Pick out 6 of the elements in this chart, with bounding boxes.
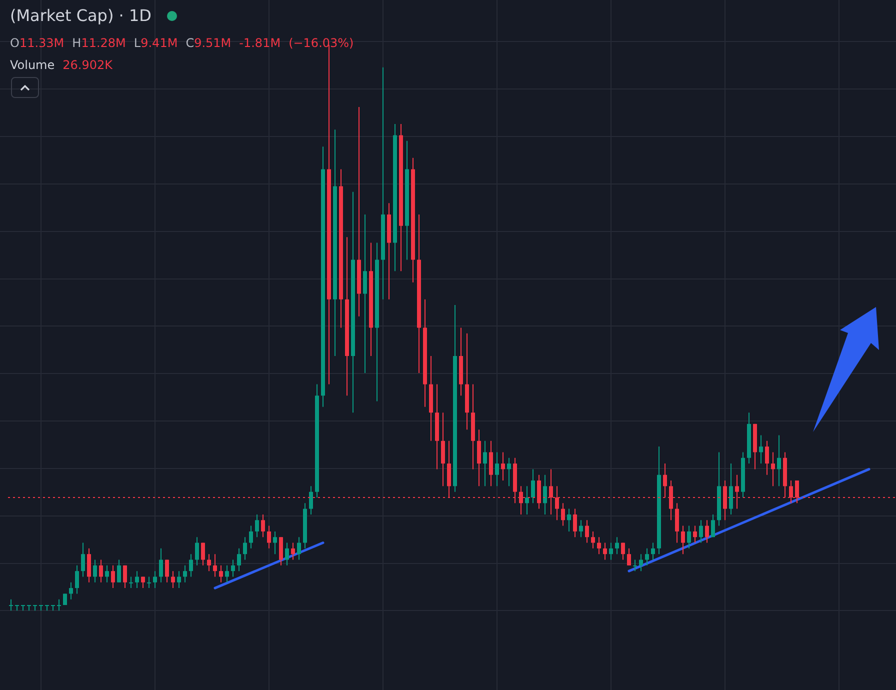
chart-title: (Market Cap) · 1D [10, 6, 152, 25]
text: O11.33M H11.28M L9.41M C9.51M -1.81M (−16.03%) [10, 36, 354, 50]
candlestick [147, 576, 151, 588]
annotation: Volume 26.902K [10, 58, 112, 72]
candlestick [633, 560, 637, 572]
candlestick [129, 576, 133, 588]
